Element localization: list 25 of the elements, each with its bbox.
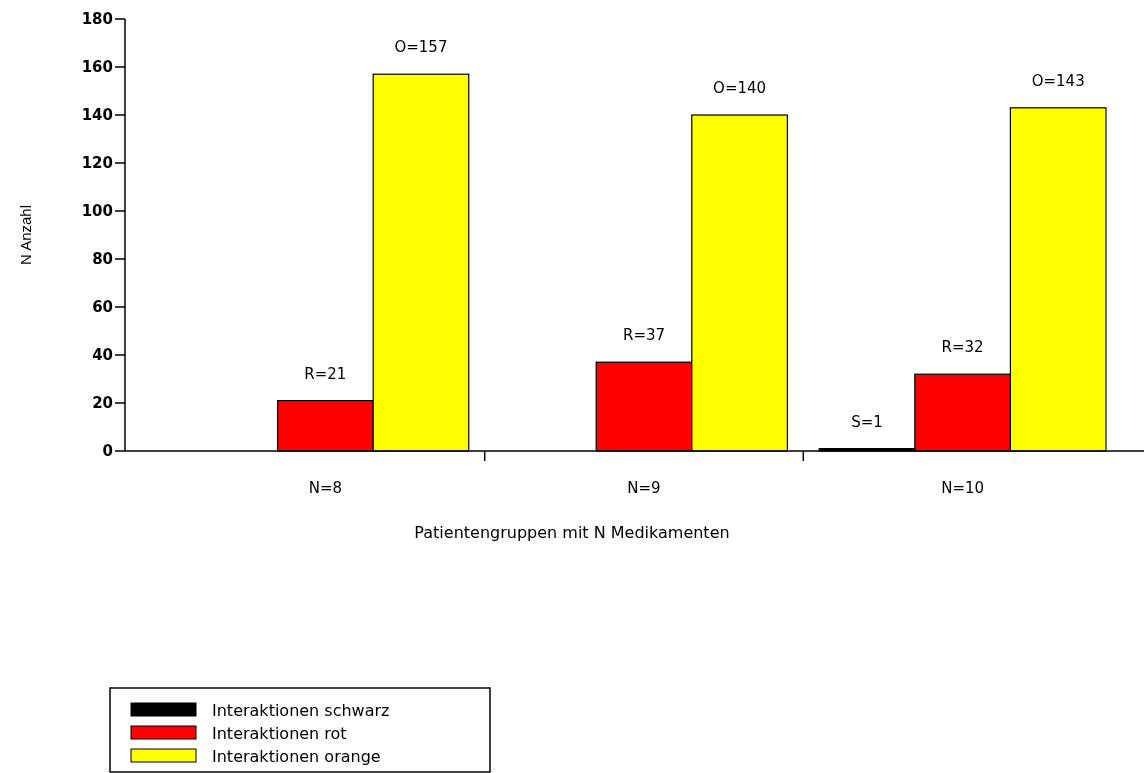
- y-tick-label: 60: [92, 298, 113, 317]
- y-tick-label: 160: [81, 58, 113, 77]
- data-label: R=37: [622, 326, 666, 345]
- data-label: R=21: [304, 364, 347, 383]
- y-tick-label: 20: [92, 394, 113, 413]
- y-tick-label: 100: [81, 202, 113, 221]
- data-label: O=140: [713, 79, 767, 97]
- legend-label: Interaktionen rot: [212, 723, 347, 743]
- data-label: O=157: [394, 38, 448, 57]
- data-label: R=32: [941, 338, 984, 357]
- y-tick-label: 140: [81, 106, 113, 125]
- y-tick-label: 80: [92, 250, 113, 269]
- data-label: S=1: [851, 412, 883, 431]
- legend-label: Interaktionen schwarz: [212, 700, 390, 720]
- x-tick-label: N=10: [941, 479, 985, 497]
- x-axis-title: Patientengruppen mit N Medikamenten: [414, 523, 730, 542]
- x-tick-label: N=9: [627, 479, 661, 497]
- data-label: O=143: [1031, 71, 1085, 90]
- y-tick-label: 180: [81, 10, 113, 29]
- y-tick-label: 120: [81, 154, 113, 173]
- legend-label: Interaktionen orange: [212, 746, 381, 766]
- y-axis-title: N Anzahl: [17, 204, 34, 265]
- y-tick-label: 40: [92, 346, 113, 365]
- y-tick-label: 0: [102, 442, 113, 461]
- x-tick-label: N=8: [308, 479, 343, 497]
